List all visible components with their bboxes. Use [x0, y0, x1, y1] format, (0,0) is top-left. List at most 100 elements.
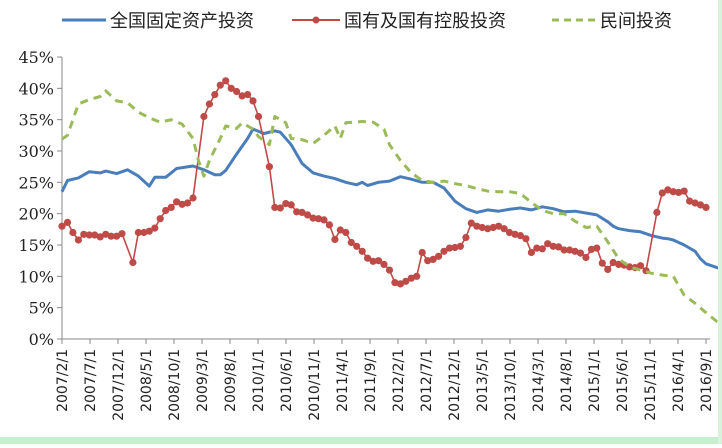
data-point-marker [358, 247, 366, 255]
data-point-marker [609, 258, 617, 267]
data-point-marker [462, 233, 470, 242]
data-point-marker [178, 200, 186, 208]
data-point-marker [222, 77, 230, 85]
data-point-marker [478, 223, 486, 232]
data-point-marker [456, 242, 464, 250]
data-point-marker [156, 215, 164, 223]
data-point-marker [167, 203, 175, 211]
data-point-marker [571, 247, 579, 255]
data-point-marker [702, 203, 710, 211]
data-point-marker [58, 222, 66, 230]
data-point-marker [216, 81, 224, 89]
legend-label: 全国固定资产投资 [110, 11, 254, 32]
x-tick-label: 2008/10/1 [167, 349, 183, 421]
legend-label: 国有及国有控股投资 [344, 11, 506, 32]
x-tick-label: 2016/4/1 [671, 349, 687, 412]
legend-item-fixed-asset: 全国固定资产投资 [62, 11, 254, 32]
x-tick-label: 2009/8/1 [223, 349, 239, 412]
data-point-marker [653, 208, 661, 216]
data-point-marker [429, 255, 437, 263]
data-point-marker [675, 188, 683, 196]
x-tick-label: 2011/4/1 [335, 349, 351, 412]
data-point-marker [598, 259, 606, 267]
data-point-marker [173, 198, 181, 206]
x-tick-label: 2007/2/1 [55, 349, 71, 412]
data-point-marker [380, 260, 388, 268]
data-point-marker [549, 242, 557, 250]
x-tick-label: 2014/8/1 [559, 349, 575, 412]
data-point-marker [467, 219, 475, 227]
data-point-marker [325, 221, 333, 229]
data-point-marker [200, 112, 208, 121]
data-point-marker [484, 225, 492, 233]
data-point-marker [445, 244, 454, 252]
data-point-marker [254, 112, 263, 121]
series-line-private [61, 89, 722, 325]
data-point-marker [626, 263, 634, 271]
y-tick-label: 45% [18, 48, 54, 67]
data-point-marker [331, 235, 339, 243]
data-point-marker [282, 200, 290, 208]
data-point-marker [669, 188, 677, 196]
data-point-marker [374, 257, 383, 265]
data-point-marker [91, 231, 99, 239]
x-tick-label: 2008/5/1 [139, 349, 155, 412]
legend-item-state-owned: 国有及国有控股投资 [292, 11, 506, 32]
data-point-marker [309, 214, 317, 222]
data-point-marker [298, 208, 306, 216]
bottom-border-strip [0, 437, 722, 444]
data-point-marker [162, 206, 170, 215]
data-point-marker [385, 266, 394, 274]
x-tick-label: 2007/7/1 [83, 349, 99, 412]
data-point-marker [80, 230, 88, 238]
data-point-marker [527, 248, 536, 257]
data-point-marker [189, 194, 197, 202]
data-point-marker [522, 235, 530, 243]
data-point-marker [369, 257, 377, 265]
axes: 0% 5% 10% 15% 20% 25% 30% 35% 40% 45% 2007/2/1 2007… [18, 48, 715, 421]
data-point-marker [314, 215, 323, 223]
data-point-marker [145, 227, 153, 235]
x-tick-label: 2009/3/1 [195, 349, 211, 412]
data-point-marker [636, 262, 645, 270]
data-point-marker [604, 265, 612, 273]
data-point-marker [424, 257, 432, 265]
data-point-marker [495, 222, 503, 230]
data-point-marker [336, 226, 344, 234]
x-tick-label: 2010/6/1 [279, 349, 295, 412]
data-point-marker [696, 201, 705, 209]
data-point-marker [396, 280, 404, 288]
x-tick-label: 2007/12/1 [111, 349, 127, 421]
data-point-marker [418, 248, 426, 257]
data-point-marker [227, 84, 235, 92]
data-point-marker [566, 246, 574, 254]
data-point-marker [276, 204, 284, 212]
data-point-marker [582, 253, 590, 262]
legend-item-private: 民间投资 [552, 11, 672, 32]
data-point-marker [74, 236, 82, 244]
data-point-marker [576, 249, 585, 257]
x-tick-label: 2015/1/1 [587, 349, 603, 412]
data-point-marker [544, 240, 552, 248]
data-point-marker [407, 274, 415, 282]
x-tick-label: 2016/9/1 [699, 349, 715, 412]
data-point-marker [473, 222, 481, 230]
marker-dot-icon [312, 16, 320, 24]
data-point-marker [320, 216, 328, 224]
x-tick-label: 2010/1/1 [251, 349, 267, 412]
x-tick-label: 2010/11/1 [307, 349, 323, 421]
x-tick-label: 2012/2/1 [391, 349, 407, 412]
data-point-marker [107, 232, 115, 240]
data-point-marker [287, 201, 295, 209]
data-point-marker [205, 100, 213, 108]
data-point-marker [140, 228, 148, 237]
data-point-marker [69, 228, 77, 237]
data-point-marker [560, 246, 568, 254]
data-point-marker [615, 260, 623, 268]
data-point-marker [413, 272, 421, 280]
data-point-marker [238, 92, 246, 100]
data-point-marker [664, 186, 672, 194]
data-point-marker [402, 277, 410, 285]
